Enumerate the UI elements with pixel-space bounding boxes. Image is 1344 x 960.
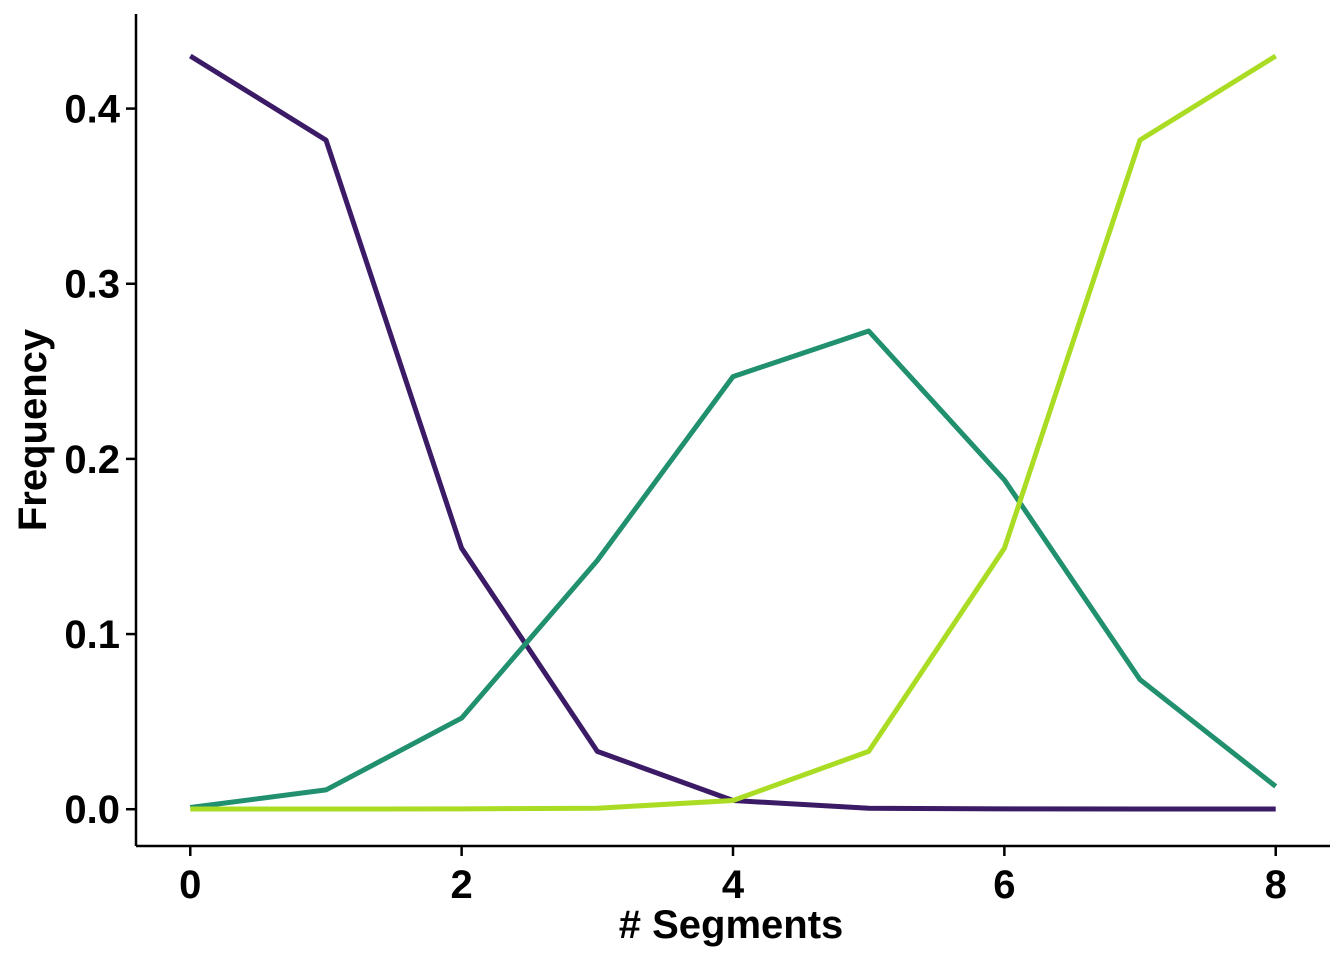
series-line-3 [190,53,1278,812]
y-axis-title: Frequency [11,328,55,531]
y-tick-label: 0.1 [64,613,120,657]
series-line-1 [188,53,1276,812]
x-ticks: 0 2 4 6 8 [179,846,1287,907]
y-ticks: 0.0 0.1 0.2 0.3 0.4 [64,88,136,832]
y-tick-label: 0.3 [64,263,120,307]
y-tick-label: 0.2 [64,438,120,482]
y-tick-label: 0.4 [64,88,120,132]
x-axis-title: # Segments [619,903,844,947]
plot-lines [188,53,1278,812]
x-tick-label: 6 [993,863,1015,907]
y-tick-label: 0.0 [64,788,120,832]
series-line-2 [189,328,1278,810]
x-tick-label: 8 [1265,863,1287,907]
x-tick-label: 2 [451,863,473,907]
x-tick-label: 0 [179,863,201,907]
x-tick-label: 4 [722,863,745,907]
